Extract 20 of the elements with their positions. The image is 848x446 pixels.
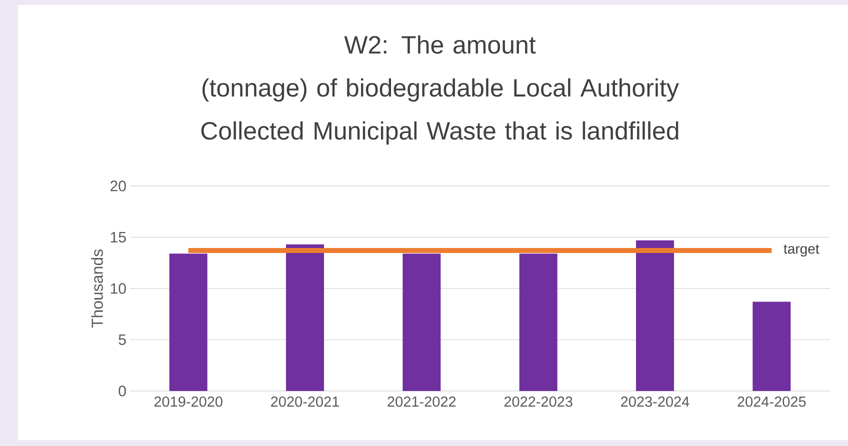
y-tick-label: 5 <box>118 334 126 345</box>
bar <box>519 254 558 391</box>
x-tick-label: 2020-2021 <box>271 396 339 407</box>
bar <box>752 302 791 391</box>
bar <box>169 254 208 391</box>
y-tick-label: 0 <box>118 386 126 396</box>
x-tick-label: 2021-2022 <box>388 396 456 407</box>
x-tick-label: 2023-2024 <box>621 396 690 407</box>
x-tick-label: 2019-2020 <box>154 396 222 407</box>
y-tick-label: 10 <box>110 283 126 294</box>
bar <box>636 240 674 391</box>
ref-line-label: target <box>784 244 820 257</box>
x-tick-label: 2024-2025 <box>738 396 806 407</box>
y-tick-label: 15 <box>110 232 126 242</box>
bar <box>402 254 441 391</box>
x-tick-label: 2022-2023 <box>504 396 572 407</box>
y-axis-title: Thousands <box>91 250 103 328</box>
bar <box>286 244 324 391</box>
y-tick-label: 20 <box>110 180 126 192</box>
chart-title: W2: The amount (tonnage) of biodegradable Local Authority Collected Municipal Waste that is landfilled <box>201 35 679 145</box>
